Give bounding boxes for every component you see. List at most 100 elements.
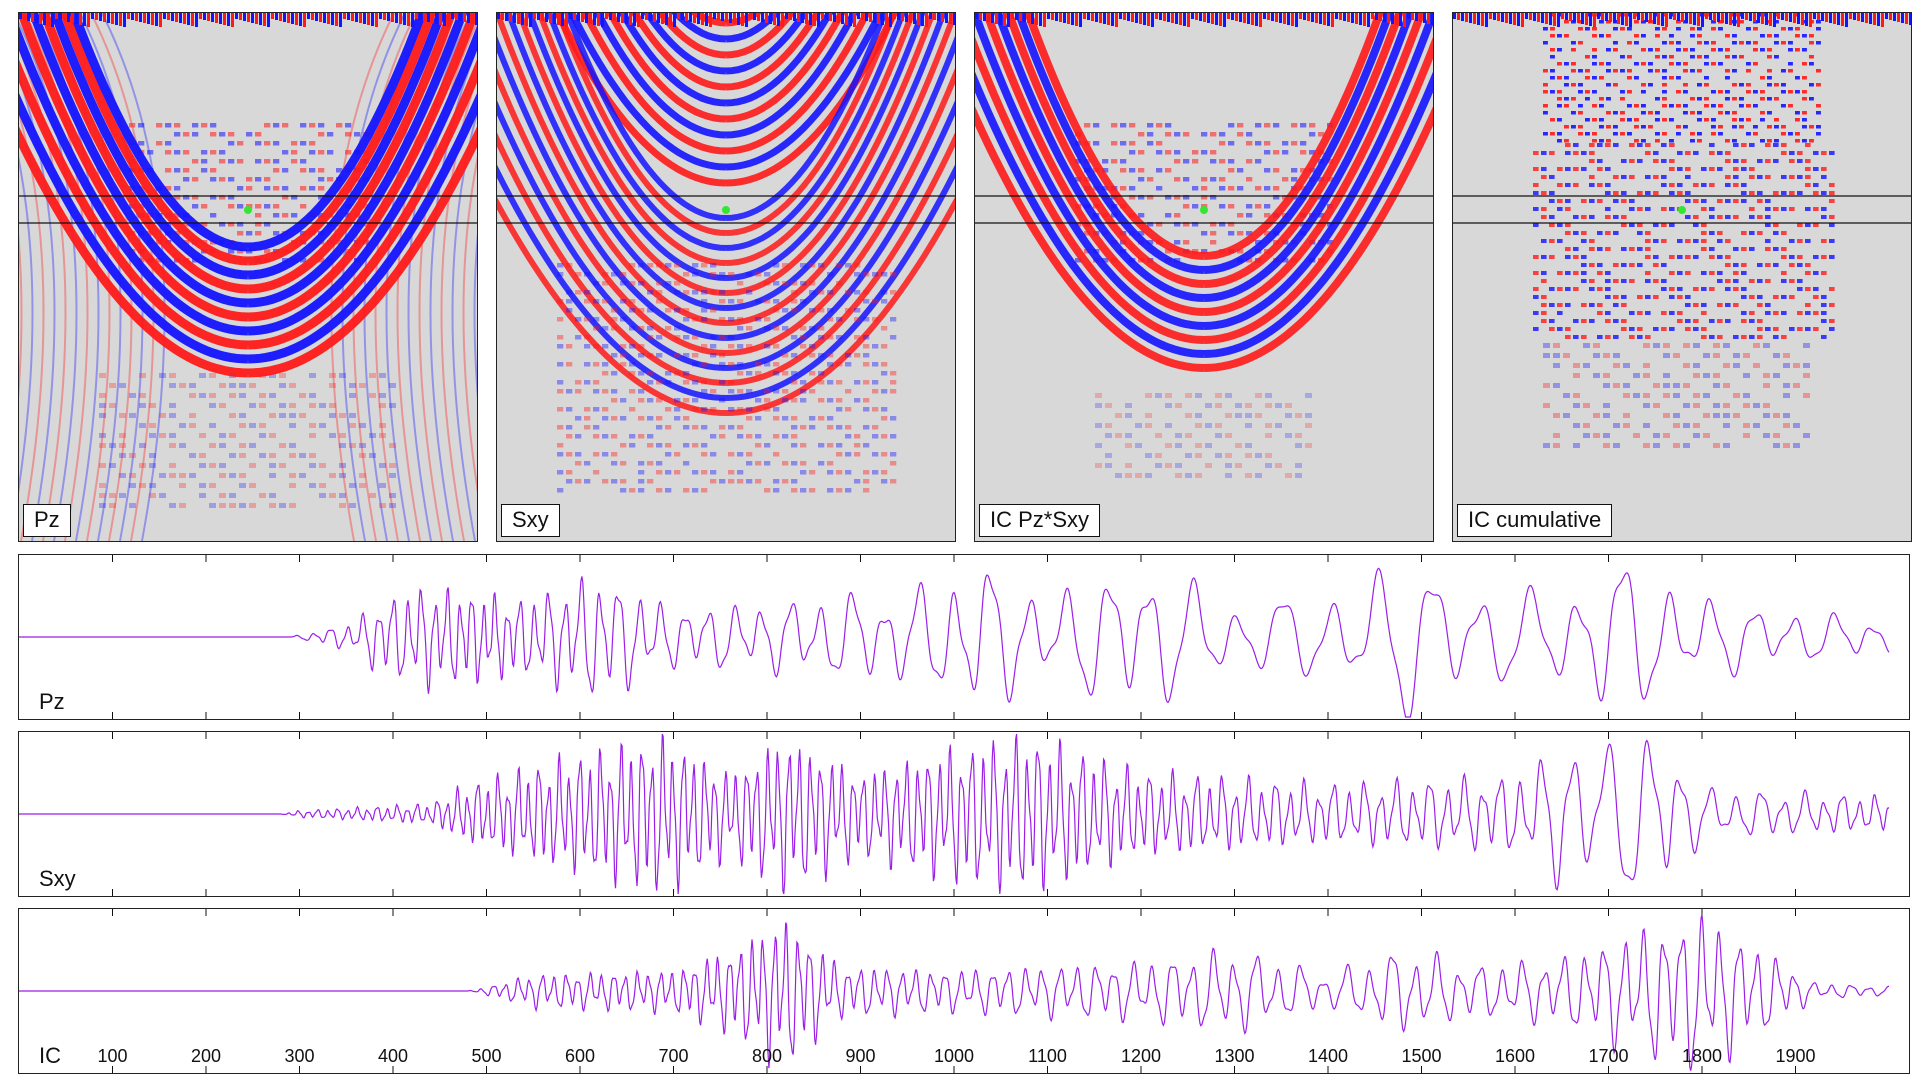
wavefield-speckle <box>1637 335 1643 339</box>
wavefield-speckle <box>309 433 316 438</box>
surface-fringe <box>1051 13 1054 20</box>
wavefront-curve <box>725 13 955 326</box>
surface-fringe <box>1537 13 1540 22</box>
wavefield-speckle <box>863 380 870 385</box>
wavefield-speckle <box>1605 207 1611 211</box>
wavefield-speckle <box>1685 271 1691 275</box>
wavefield-speckle <box>183 132 190 137</box>
wavefield-speckle <box>1309 150 1316 155</box>
surface-fringe <box>1489 13 1492 19</box>
wavefield-speckle <box>279 413 286 418</box>
surface-fringe <box>765 13 768 23</box>
surface-fringe <box>841 13 844 24</box>
wavefront-curve <box>1203 106 1433 372</box>
surface-fringe <box>1477 13 1480 25</box>
surface-fringe <box>391 13 394 22</box>
wavefield-speckle <box>273 231 280 236</box>
wavefront-curve <box>39 13 249 294</box>
wavefield-speckle <box>379 503 386 508</box>
wavefield-speckle <box>746 344 753 349</box>
wavefield-speckle <box>1669 311 1675 315</box>
wavefield-speckle <box>1620 55 1625 59</box>
wavefield-speckle <box>349 393 356 398</box>
wavefield-speckle <box>881 326 888 331</box>
wavefield-speckle <box>319 423 326 428</box>
edge-stripe <box>19 156 34 493</box>
surface-fringe <box>1315 13 1318 23</box>
wavefield-speckle <box>1210 132 1217 137</box>
surface-fringe <box>1199 13 1202 21</box>
wavefield-speckle <box>827 335 834 340</box>
wavefield-speckle <box>249 383 256 388</box>
wavefield-speckle <box>189 413 196 418</box>
surface-fringe <box>283 13 286 22</box>
wavefield-speckle <box>593 362 600 367</box>
wavefield-speckle <box>1255 240 1262 245</box>
wavefield-speckle <box>728 362 735 367</box>
wavefield-speckle <box>1703 393 1710 398</box>
surface-fringe <box>87 13 90 27</box>
wavefield-speckle <box>584 461 591 466</box>
wavefield-speckle <box>665 443 672 448</box>
surface-fringe <box>1745 13 1748 20</box>
surface-fringe <box>1271 13 1274 21</box>
wavefield-speckle <box>309 423 316 428</box>
wavefield-speckle <box>701 344 708 349</box>
wavefield-speckle <box>219 463 226 468</box>
wavefield-speckle <box>1291 141 1298 146</box>
trace-label-sxy: Sxy <box>39 866 76 891</box>
wavefield-speckle <box>710 479 717 484</box>
wavefield-speckle <box>219 132 226 137</box>
wavefield-speckle <box>1174 258 1181 263</box>
wavefield-speckle <box>1760 34 1765 38</box>
wavefield-speckle <box>179 383 186 388</box>
surface-fringe <box>1897 13 1900 22</box>
wavefield-speckle <box>246 186 253 191</box>
wavefield-speckle <box>210 123 217 128</box>
wavefield-speckle <box>863 407 870 412</box>
wavefield-speckle <box>800 443 807 448</box>
wavefield-speckle <box>1318 195 1325 200</box>
surface-fringe <box>621 13 624 23</box>
wavefield-speckle <box>1541 207 1547 211</box>
wavefield-speckle <box>345 132 352 137</box>
wavefield-speckle <box>1637 207 1643 211</box>
wavefield-speckle <box>755 443 762 448</box>
wavefield-speckle <box>782 398 789 403</box>
wavefield-speckle <box>1621 223 1627 227</box>
wavefield-speckle <box>692 362 699 367</box>
wavefield-image-ic <box>975 13 1433 541</box>
wavefield-speckle <box>1757 215 1763 219</box>
wavefield-speckle <box>800 263 807 268</box>
wavefield-speckle <box>809 488 816 493</box>
surface-fringe <box>323 13 326 23</box>
wavefield-speckle <box>854 353 861 358</box>
wavefield-speckle <box>1645 207 1651 211</box>
wavefield-speckle <box>1774 83 1779 87</box>
surface-fringe <box>941 13 944 22</box>
wavefield-speckle <box>602 281 609 286</box>
wavefield-speckle <box>1147 240 1154 245</box>
wavefield-panel-ic-cumulative: IC cumulative <box>1452 12 1912 542</box>
wavefield-speckle <box>1781 83 1786 87</box>
wavefield-speckle <box>339 473 346 478</box>
surface-fringe <box>1505 13 1508 23</box>
wavefield-speckle <box>728 407 735 412</box>
wavefield-speckle <box>1677 167 1683 171</box>
wavefield-speckle <box>791 335 798 340</box>
wavefield-speckle <box>1709 143 1715 147</box>
wavefield-speckle <box>1533 183 1539 187</box>
wavefront-curve <box>497 13 727 326</box>
wavefield-speckle <box>1690 34 1695 38</box>
wavefield-speckle <box>1093 141 1100 146</box>
wavefield-speckle <box>1641 111 1646 115</box>
wavefield-speckle <box>1228 159 1235 164</box>
wavefield-speckle <box>1683 343 1690 348</box>
wavefield-speckle <box>183 168 190 173</box>
wavefield-speckle <box>300 159 307 164</box>
wavefield-speckle <box>638 461 645 466</box>
wavefield-speckle <box>1627 55 1632 59</box>
wavefield-speckle <box>1175 443 1182 448</box>
wavefield-speckle <box>165 150 172 155</box>
wavefront-curve <box>725 13 885 171</box>
